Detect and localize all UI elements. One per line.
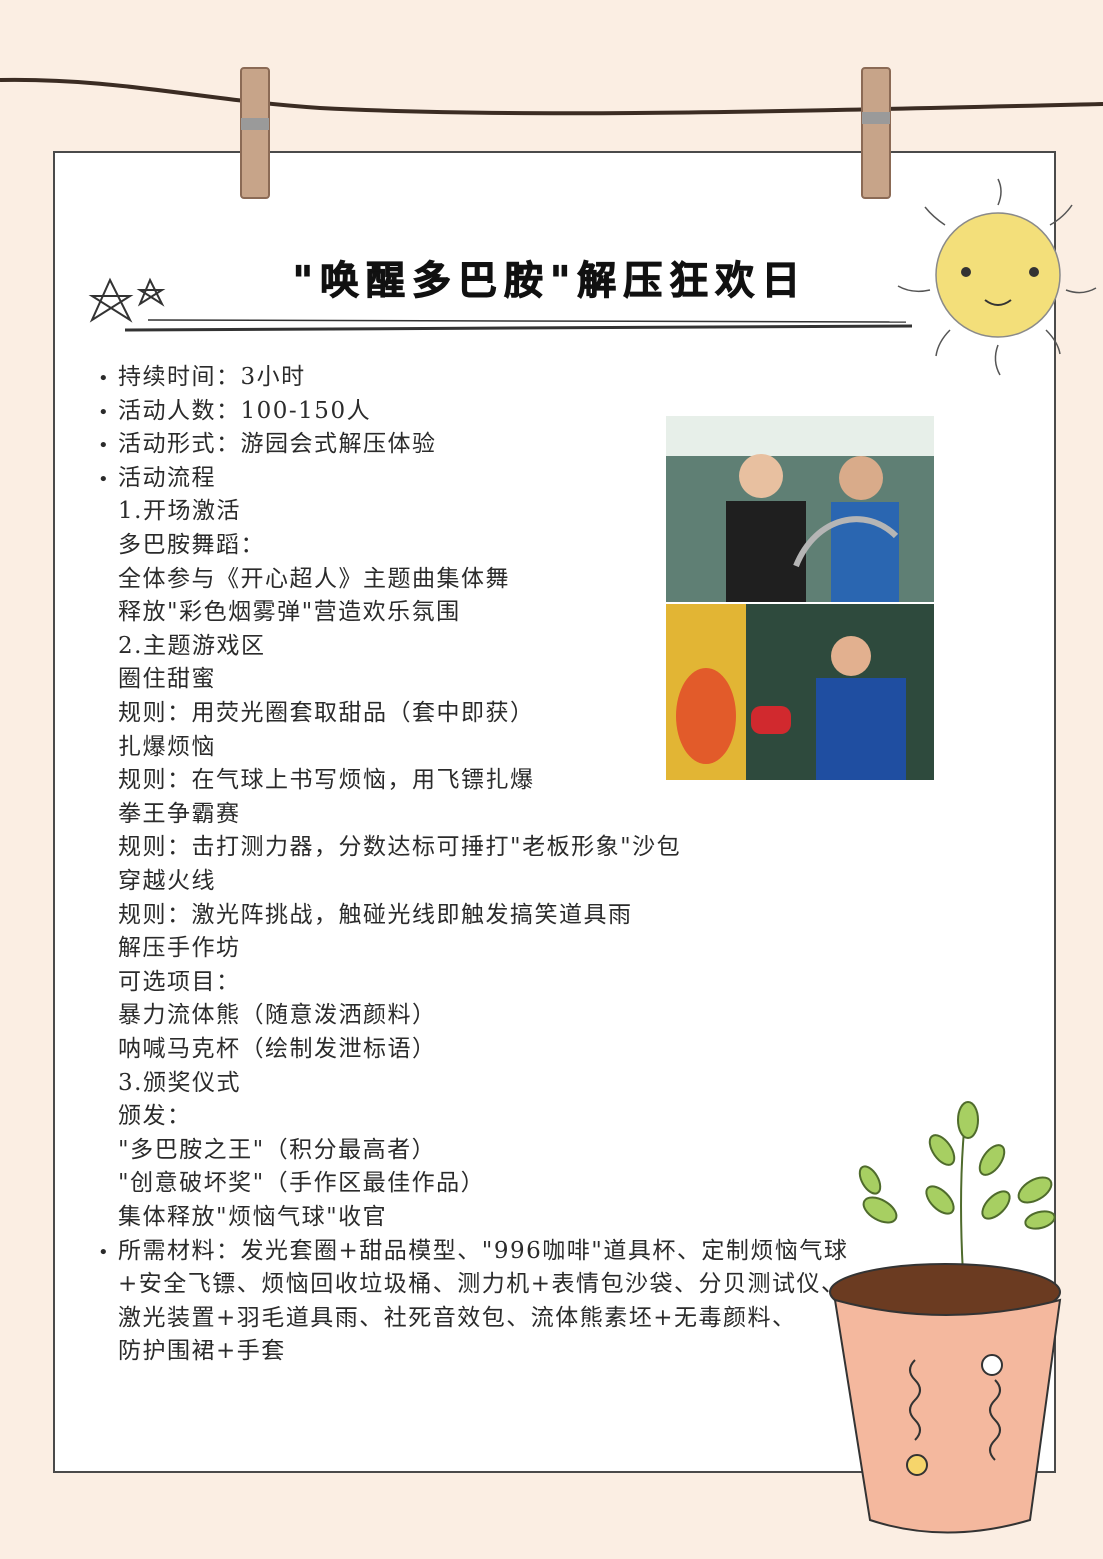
content-line-text: 激光装置+羽毛道具雨、社死音效包、流体熊素坯+无毒颜料、 bbox=[118, 1304, 797, 1331]
content-line: • 持续时间：3小时 bbox=[98, 362, 306, 394]
content-line: 规则：用荧光圈套取甜品（套中即获） bbox=[118, 698, 535, 728]
content-line: 规则：激光阵挑战，触碰光线即触发搞笑道具雨 bbox=[118, 900, 633, 930]
content-line: • 活动人数：100-150人 bbox=[98, 396, 371, 428]
content-line-text: 防护围裙+手套 bbox=[118, 1338, 286, 1365]
content-line-text: 1.开场激活 bbox=[118, 498, 241, 525]
content-line-text: 活动流程 bbox=[118, 464, 216, 491]
content-line: 激光装置+羽毛道具雨、社死音效包、流体熊素坯+无毒颜料、 bbox=[118, 1303, 797, 1333]
clothespin-icon bbox=[240, 67, 891, 199]
content-line-text: +安全飞镖、烦恼回收垃圾桶、测力机+表情包沙袋、分贝测试仪、 bbox=[118, 1271, 846, 1298]
content-line: 全体参与《开心超人》主题曲集体舞 bbox=[118, 564, 510, 594]
content-line: 解压手作坊 bbox=[118, 933, 241, 963]
content-line: 多巴胺舞蹈： bbox=[118, 530, 265, 560]
bullet-icon: • bbox=[98, 1241, 111, 1263]
content-line-text: 多巴胺舞蹈： bbox=[118, 532, 265, 558]
content-line: 暴力流体熊（随意泼洒颜料） bbox=[118, 1000, 437, 1030]
content-line-text: 扎爆烦恼 bbox=[118, 733, 216, 760]
content-line-text: 持续时间：3小时 bbox=[118, 364, 306, 390]
content-line: 1.开场激活 bbox=[118, 496, 241, 526]
content-line-text: "创意破坏奖"（手作区最佳作品） bbox=[118, 1170, 486, 1197]
content-line: 3.颁奖仪式 bbox=[118, 1068, 241, 1098]
content-line: 穿越火线 bbox=[118, 866, 216, 896]
content-line-text: 3.颁奖仪式 bbox=[118, 1069, 241, 1096]
content-line: 扎爆烦恼 bbox=[118, 732, 216, 762]
clothesline bbox=[0, 77, 1103, 116]
content-line: 可选项目： bbox=[118, 967, 241, 997]
content-line-text: "多巴胺之王"（积分最高者） bbox=[118, 1136, 437, 1163]
photo-placeholder bbox=[666, 416, 934, 780]
content-line: 集体释放"烦恼气球"收官 bbox=[118, 1202, 387, 1232]
content-line-text: 释放"彩色烟雾弹"营造欢乐氛围 bbox=[118, 599, 461, 626]
content-line-text: 全体参与《开心超人》主题曲集体舞 bbox=[118, 565, 510, 592]
content-line-text: 规则：在气球上书写烦恼，用飞镖扎爆 bbox=[118, 767, 535, 794]
content-line: • 活动流程 bbox=[98, 463, 216, 495]
sun-doodle-icon bbox=[897, 178, 1097, 376]
content-line-text: 所需材料：发光套圈+甜品模型、"996咖啡"道具杯、定制烦恼气球 bbox=[118, 1237, 849, 1264]
content-line-text: 2.主题游戏区 bbox=[118, 632, 266, 659]
content-line-text: 暴力流体熊（随意泼洒颜料） bbox=[118, 1002, 437, 1029]
content-line: "创意破坏奖"（手作区最佳作品） bbox=[118, 1168, 485, 1198]
content-card bbox=[53, 151, 1056, 1473]
content-line-text: 呐喊马克杯（绘制发泄标语） bbox=[118, 1036, 437, 1062]
bullet-icon: • bbox=[98, 468, 111, 490]
content-line: 规则：击打测力器，分数达标可捶打"老板形象"沙包 bbox=[118, 832, 681, 862]
doodle-stars-icon bbox=[88, 277, 913, 332]
content-line-text: 规则：击打测力器，分数达标可捶打"老板形象"沙包 bbox=[118, 834, 682, 861]
content-line: 颁发： bbox=[118, 1101, 192, 1131]
content-line-text: 穿越火线 bbox=[118, 868, 216, 894]
content-line: • 活动形式：游园会式解压体验 bbox=[98, 429, 437, 461]
content-line-text: 圈住甜蜜 bbox=[118, 666, 216, 693]
content-line: • 所需材料：发光套圈+甜品模型、"996咖啡"道具杯、定制烦恼气球 bbox=[98, 1236, 848, 1268]
content-line-text: 拳王争霸赛 bbox=[118, 800, 241, 827]
content-line-text: 活动形式：游园会式解压体验 bbox=[118, 431, 437, 458]
content-line: 圈住甜蜜 bbox=[118, 664, 216, 694]
bullet-icon: • bbox=[98, 435, 111, 457]
content-line-text: 解压手作坊 bbox=[118, 935, 241, 962]
content-line: 规则：在气球上书写烦恼，用飞镖扎爆 bbox=[118, 765, 535, 795]
content-line: "多巴胺之王"（积分最高者） bbox=[118, 1135, 436, 1165]
content-line-text: 规则：用荧光圈套取甜品（套中即获） bbox=[118, 700, 535, 726]
content-line: 释放"彩色烟雾弹"营造欢乐氛围 bbox=[118, 597, 461, 627]
content-line-text: 活动人数：100-150人 bbox=[118, 397, 372, 424]
content-line: 防护围裙+手套 bbox=[118, 1336, 286, 1366]
bullet-icon: • bbox=[98, 401, 111, 423]
page-title: "唤醒多巴胺"解压狂欢日 bbox=[292, 259, 808, 305]
content-line: 呐喊马克杯（绘制发泄标语） bbox=[118, 1034, 437, 1064]
content-line: 拳王争霸赛 bbox=[118, 799, 241, 829]
content-line-text: 规则：激光阵挑战，触碰光线即触发搞笑道具雨 bbox=[118, 901, 633, 928]
content-line: 2.主题游戏区 bbox=[118, 631, 265, 661]
content-line-text: 集体释放"烦恼气球"收官 bbox=[118, 1204, 388, 1230]
content-line: +安全飞镖、烦恼回收垃圾桶、测力机+表情包沙袋、分贝测试仪、 bbox=[118, 1269, 846, 1299]
bullet-icon: • bbox=[98, 368, 111, 389]
content-line-text: 颁发： bbox=[118, 1103, 192, 1130]
content-line-text: 可选项目： bbox=[118, 968, 241, 995]
